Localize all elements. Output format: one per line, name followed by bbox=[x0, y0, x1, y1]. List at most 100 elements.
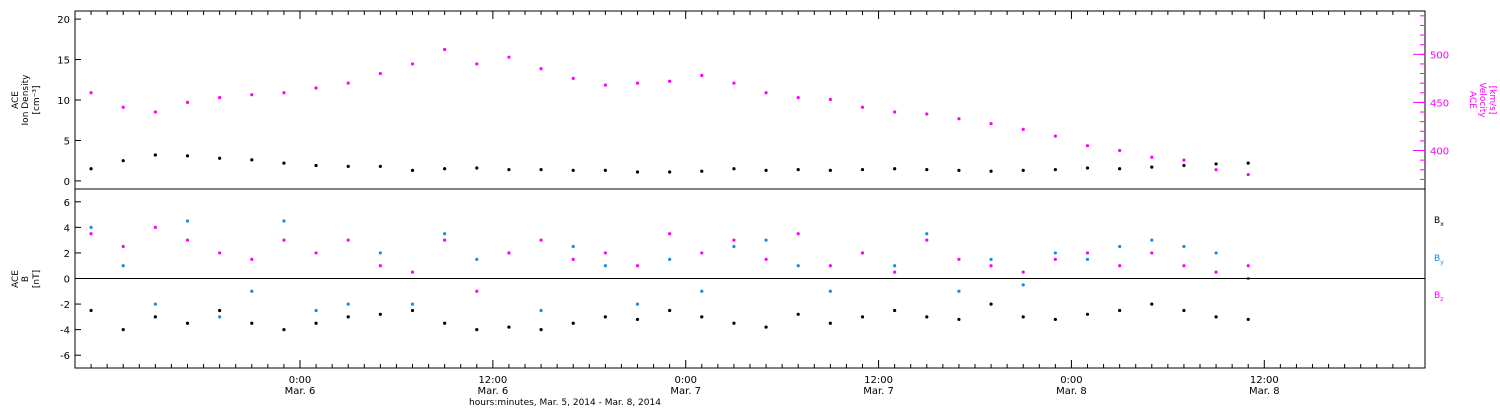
bottom-point-By bbox=[571, 244, 575, 249]
bottom-point-By bbox=[925, 232, 929, 236]
bottom-ylabel-1: ACE bbox=[11, 270, 21, 288]
bottom-point-By bbox=[668, 257, 672, 261]
bottom-point-Bx bbox=[314, 321, 318, 325]
x-tick-time-label: 0:00 bbox=[1060, 375, 1082, 386]
bottom-point-Bx bbox=[1021, 315, 1025, 319]
bottom-left-tick-label: 6 bbox=[64, 198, 70, 209]
bottom-left-tick-label: 0 bbox=[64, 275, 70, 286]
top-point-series-0 bbox=[925, 167, 929, 172]
bottom-point-Bz bbox=[925, 238, 929, 242]
top-point-series-1 bbox=[153, 110, 157, 114]
x-tick-time-label: 12:00 bbox=[478, 375, 507, 386]
top-point-series-0 bbox=[635, 170, 640, 174]
bottom-point-Bz bbox=[571, 257, 575, 261]
top-point-series-1 bbox=[282, 91, 286, 95]
bottom-point-Bx bbox=[410, 308, 415, 313]
top-point-series-1 bbox=[218, 95, 222, 100]
bottom-point-By bbox=[282, 219, 286, 223]
top-point-series-0 bbox=[1182, 163, 1186, 168]
top-point-series-0 bbox=[1214, 162, 1218, 166]
bottom-point-By bbox=[700, 289, 704, 293]
x-axis-title: hours:minutes, Mar. 5, 2014 - Mar. 8, 20… bbox=[469, 398, 661, 408]
top-point-series-1 bbox=[571, 76, 575, 80]
bottom-point-Bz bbox=[314, 251, 318, 255]
top-point-series-1 bbox=[828, 97, 832, 102]
bottom-point-By bbox=[828, 289, 832, 293]
top-point-series-0 bbox=[346, 164, 350, 168]
bottom-point-Bx bbox=[1182, 308, 1186, 313]
bottom-point-Bz bbox=[475, 289, 479, 293]
bottom-point-Bz bbox=[89, 232, 93, 236]
top-right-ylabel-1: ACE bbox=[1467, 91, 1477, 109]
top-point-series-1 bbox=[700, 73, 704, 78]
bottom-point-Bz bbox=[989, 264, 993, 268]
bottom-point-Bz bbox=[635, 264, 640, 268]
x-tick-date-label: Mar. 6 bbox=[478, 386, 509, 397]
bottom-point-By bbox=[635, 302, 640, 306]
bottom-point-Bz bbox=[1085, 251, 1090, 255]
top-point-series-1 bbox=[732, 81, 736, 85]
bottom-left-tick-label: -6 bbox=[60, 351, 70, 362]
top-left-ylabel-3: [cm⁻³] bbox=[32, 85, 42, 114]
top-point-series-1 bbox=[185, 100, 190, 105]
top-point-series-0 bbox=[668, 170, 672, 174]
legend-bx: Bx bbox=[1434, 216, 1444, 228]
top-point-series-0 bbox=[603, 168, 607, 172]
bottom-point-Bx bbox=[185, 321, 190, 325]
bottom-point-Bz bbox=[1150, 251, 1154, 255]
bottom-point-Bx bbox=[668, 308, 672, 313]
top-point-series-1 bbox=[346, 81, 350, 85]
top-right-ylabel-3: [km/s] bbox=[1487, 86, 1497, 115]
bottom-point-By bbox=[250, 289, 254, 293]
bottom-point-Bx bbox=[989, 302, 993, 306]
top-point-series-0 bbox=[700, 169, 704, 173]
bottom-point-By bbox=[1214, 251, 1218, 255]
bottom-point-By bbox=[603, 264, 607, 268]
bottom-point-Bz bbox=[1182, 264, 1186, 268]
bottom-point-Bz bbox=[1214, 270, 1218, 274]
bottom-point-By bbox=[796, 264, 800, 268]
bottom-point-By bbox=[539, 308, 543, 313]
bottom-point-Bx bbox=[571, 321, 575, 325]
bottom-ylabel-3: [nT] bbox=[32, 270, 42, 288]
bottom-point-By bbox=[121, 264, 125, 268]
legend: Bx By Bz bbox=[1434, 216, 1444, 303]
top-point-series-0 bbox=[796, 167, 800, 172]
top-point-series-1 bbox=[378, 71, 382, 76]
top-point-series-1 bbox=[764, 91, 768, 95]
legend-bz: Bz bbox=[1434, 291, 1443, 303]
bottom-point-Bz bbox=[668, 232, 672, 236]
bottom-point-Bx bbox=[957, 317, 961, 322]
top-point-series-0 bbox=[89, 167, 93, 171]
top-right-tick-label: 450 bbox=[1430, 98, 1449, 109]
bottom-point-By bbox=[1118, 244, 1122, 249]
top-point-series-0 bbox=[185, 154, 190, 158]
bottom-point-By bbox=[1085, 257, 1090, 261]
top-point-series-0 bbox=[314, 163, 318, 168]
bottom-point-By bbox=[732, 244, 736, 249]
x-tick-time-label: 0:00 bbox=[674, 375, 696, 386]
bottom-point-Bx bbox=[1053, 317, 1057, 322]
top-left-ylabel-1: ACE bbox=[11, 91, 21, 109]
top-point-series-0 bbox=[218, 156, 222, 160]
top-point-series-1 bbox=[475, 62, 479, 66]
top-point-series-1 bbox=[507, 55, 511, 59]
top-point-series-1 bbox=[860, 105, 865, 109]
bottom-left-axis: -6 -4 -2 0 2 4 6 bbox=[60, 198, 1425, 362]
top-data-points bbox=[89, 47, 1250, 177]
top-point-series-1 bbox=[121, 105, 125, 109]
top-point-series-1 bbox=[668, 79, 672, 83]
top-point-series-0 bbox=[1118, 167, 1122, 171]
top-point-series-0 bbox=[443, 167, 447, 171]
top-point-series-1 bbox=[1021, 127, 1025, 131]
top-point-series-1 bbox=[893, 110, 897, 114]
bottom-point-Bx bbox=[507, 325, 511, 329]
bottom-ylabel-2: B bbox=[21, 276, 31, 282]
bottom-point-Bz bbox=[539, 238, 543, 242]
bottom-point-Bz bbox=[700, 251, 704, 255]
top-point-series-0 bbox=[475, 166, 479, 170]
top-point-series-0 bbox=[1085, 166, 1090, 170]
top-point-series-0 bbox=[957, 168, 961, 172]
